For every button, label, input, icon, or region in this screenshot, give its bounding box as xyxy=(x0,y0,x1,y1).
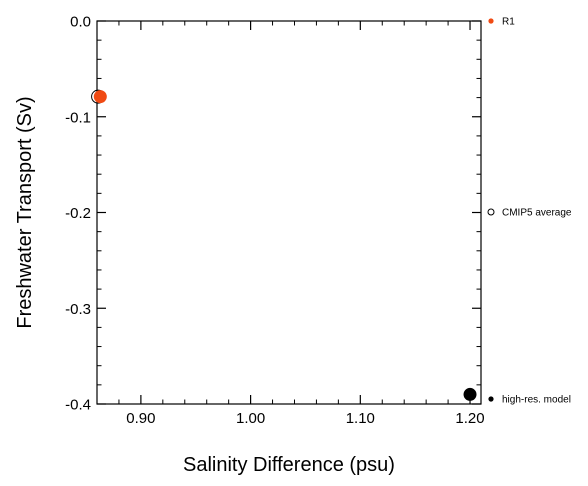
legend-label: R1 xyxy=(502,17,515,28)
legend-marker xyxy=(488,18,494,24)
y-tick-label: -0.1 xyxy=(65,109,91,126)
x-tick-label: 1.20 xyxy=(455,410,484,427)
x-tick-label: 1.10 xyxy=(346,410,375,427)
y-axis-label: Freshwater Transport (Sv) xyxy=(14,96,36,328)
data-point-r1 xyxy=(93,90,107,104)
data-point-high-res-model xyxy=(463,387,477,401)
axis-ticks xyxy=(96,20,481,405)
legend-label: high-res. model xyxy=(502,395,571,406)
legend-label: CMIP5 average xyxy=(502,208,572,219)
legend-marker xyxy=(488,396,494,402)
legend: R1 CMIP5 average high-res. model xyxy=(487,17,572,406)
plot-frame xyxy=(96,20,482,405)
legend-marker xyxy=(487,208,495,216)
x-tick-label: 1.00 xyxy=(236,410,265,427)
y-tick-label: -0.2 xyxy=(65,205,91,222)
tick-labels: 0.90 1.00 1.10 1.20 0.0 -0.1 -0.2 -0.3 -0.4 xyxy=(65,14,484,428)
x-axis-label: Salinity Difference (psu) xyxy=(183,454,395,476)
y-tick-label: -0.4 xyxy=(65,397,91,414)
y-tick-label: -0.3 xyxy=(65,301,91,318)
y-tick-label: 0.0 xyxy=(70,14,91,31)
x-tick-label: 0.90 xyxy=(126,410,155,427)
data-points xyxy=(91,89,477,401)
